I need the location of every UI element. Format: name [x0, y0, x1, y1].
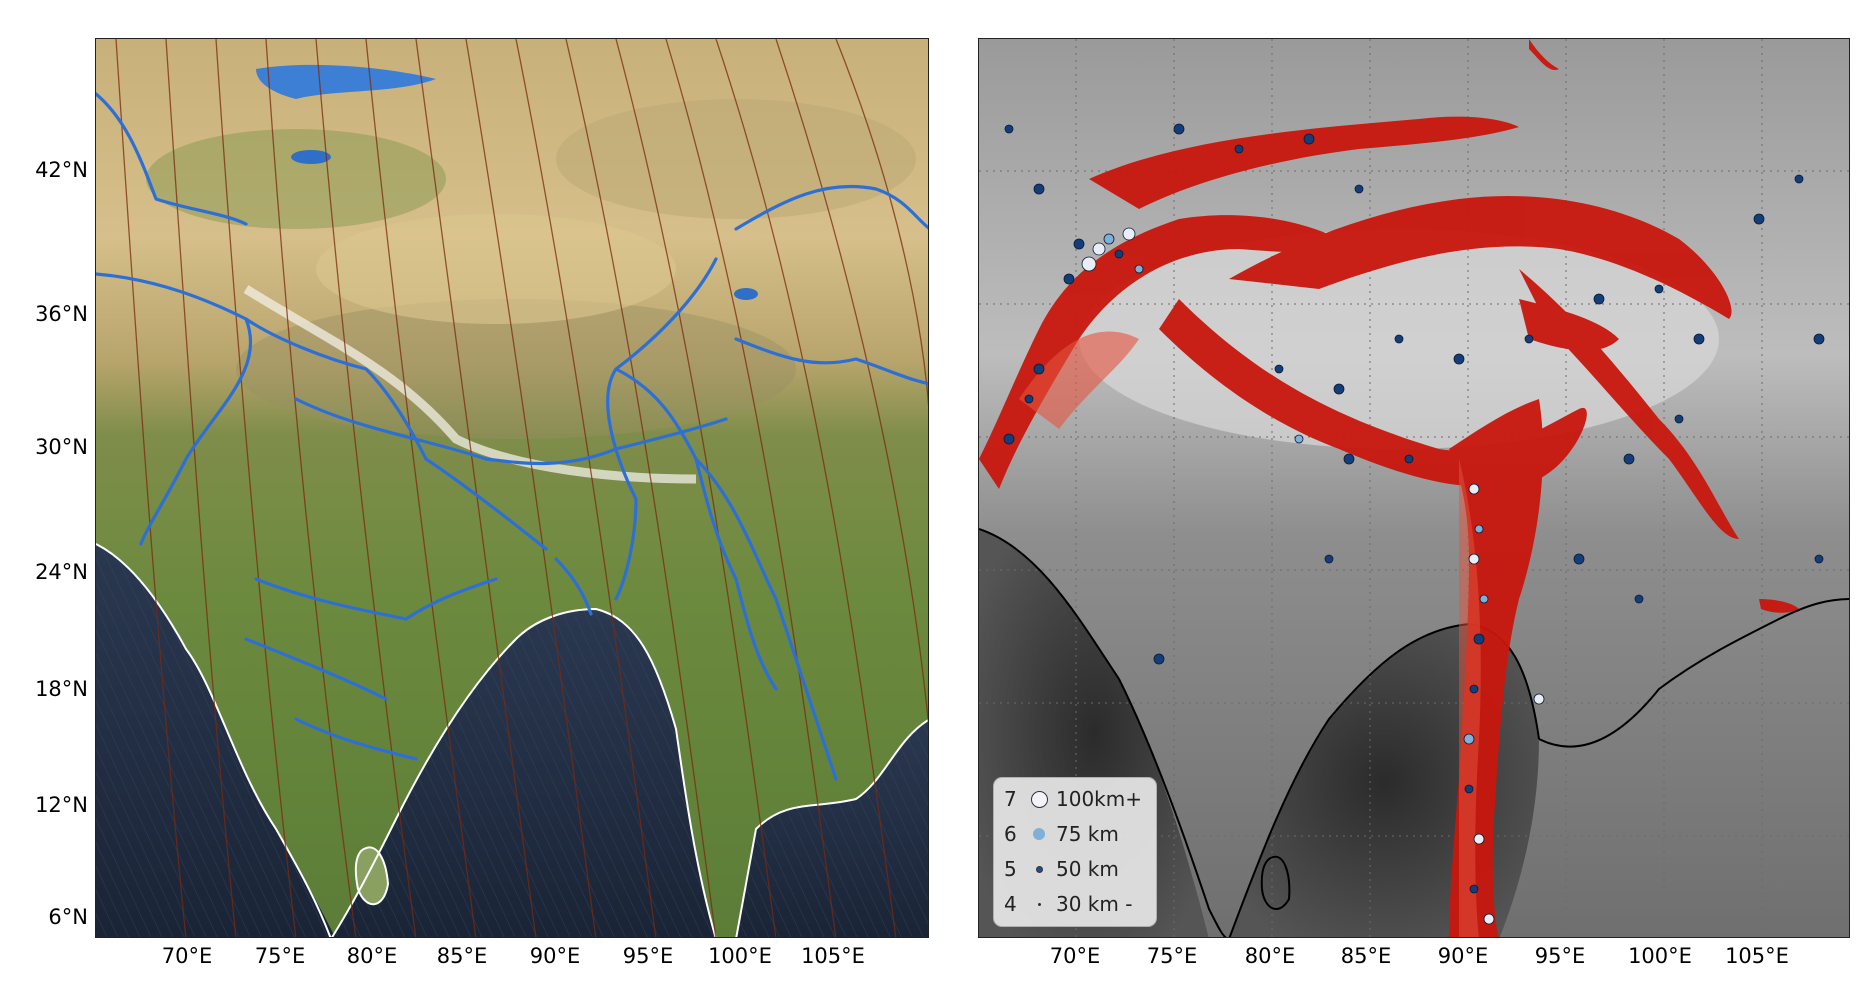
y-tick-label: 6°N [8, 905, 88, 929]
y-tick-label: 30°N [8, 435, 88, 459]
earthquake-marker [1295, 435, 1303, 443]
earthquake-marker [1123, 228, 1135, 240]
legend-magnitude: 4 [1004, 892, 1026, 916]
legend-marker-icon [1036, 866, 1043, 873]
earthquake-marker [1594, 294, 1604, 304]
x-tick-label: 105°E [1725, 944, 1789, 968]
earthquake-marker [1064, 274, 1074, 284]
y-tick-label: 36°N [8, 302, 88, 326]
earthquake-marker [1405, 455, 1413, 463]
earthquake-marker [1005, 125, 1013, 133]
earthquake-marker [1454, 354, 1464, 364]
earthquake-marker [1469, 554, 1479, 564]
earthquake-marker [1655, 285, 1663, 293]
earthquake-marker [1344, 454, 1354, 464]
y-tick-label: 24°N [8, 560, 88, 584]
earthquake-marker [1474, 634, 1484, 644]
earthquake-marker [1135, 265, 1143, 273]
legend-row: 7 100km+ [1004, 784, 1142, 814]
legend-depth-label: 100km+ [1056, 787, 1142, 811]
x-tick-label: 105°E [801, 944, 865, 968]
earthquake-marker [1470, 885, 1478, 893]
legend-depth-label: 75 km [1056, 822, 1119, 846]
legend-depth-label: 50 km [1056, 857, 1119, 881]
earthquake-marker [1814, 334, 1824, 344]
x-tick-label: 75°E [1147, 944, 1198, 968]
x-tick-label: 90°E [1438, 944, 1489, 968]
x-tick-label: 100°E [1628, 944, 1692, 968]
earthquake-marker [1174, 124, 1184, 134]
satellite-map [96, 39, 929, 938]
legend-marker-icon [1031, 791, 1048, 808]
x-tick-label: 85°E [1341, 944, 1392, 968]
earthquake-marker [1235, 145, 1243, 153]
earthquake-marker [1795, 175, 1803, 183]
earthquake-marker [1154, 654, 1164, 664]
earthquake-marker [1624, 454, 1634, 464]
left-map-panel [95, 38, 929, 938]
x-tick-label: 90°E [530, 944, 581, 968]
x-tick-label: 70°E [162, 944, 213, 968]
x-tick-label: 80°E [347, 944, 398, 968]
earthquake-marker [1525, 335, 1533, 343]
earthquake-marker [1304, 134, 1314, 144]
earthquake-marker [1465, 785, 1473, 793]
legend-marker-icon [1033, 828, 1045, 840]
legend-magnitude: 5 [1004, 857, 1026, 881]
legend-row: 6 75 km [1004, 819, 1119, 849]
earthquake-marker [1675, 415, 1683, 423]
lake-issyk-kul [291, 150, 331, 164]
earthquake-marker [1325, 555, 1333, 563]
earthquake-marker [1082, 257, 1096, 271]
x-tick-label: 100°E [708, 944, 772, 968]
earthquake-marker [1104, 234, 1114, 244]
earthquake-marker [1034, 184, 1044, 194]
legend-marker-icon [1038, 903, 1041, 906]
x-tick-label: 80°E [1245, 944, 1296, 968]
earthquake-marker [1025, 395, 1033, 403]
lake-qinghai [734, 288, 758, 300]
earthquake-marker [1574, 554, 1584, 564]
earthquake-marker [1474, 834, 1484, 844]
legend-depth-label: 30 km - [1056, 892, 1132, 916]
earthquake-marker [1534, 694, 1544, 704]
x-tick-label: 70°E [1050, 944, 1101, 968]
earthquake-marker [1093, 243, 1105, 255]
earthquake-marker [1754, 214, 1764, 224]
right-map-panel: 7 100km+ 6 75 km 5 50 km 4 30 km - [978, 38, 1850, 938]
x-tick-label: 75°E [255, 944, 306, 968]
earthquake-marker [1004, 434, 1014, 444]
earthquake-marker [1815, 555, 1823, 563]
earthquake-marker [1480, 595, 1488, 603]
legend-magnitude: 6 [1004, 822, 1026, 846]
earthquake-marker [1395, 335, 1403, 343]
earthquake-marker [1334, 384, 1344, 394]
y-tick-label: 18°N [8, 677, 88, 701]
earthquake-marker [1469, 484, 1479, 494]
x-tick-label: 85°E [437, 944, 488, 968]
legend-magnitude: 7 [1004, 787, 1026, 811]
depth-legend: 7 100km+ 6 75 km 5 50 km 4 30 km - [993, 777, 1157, 927]
y-tick-label: 12°N [8, 793, 88, 817]
earthquake-marker [1275, 365, 1283, 373]
earthquake-marker [1115, 250, 1123, 258]
earthquake-marker [1074, 239, 1084, 249]
y-tick-label: 42°N [8, 158, 88, 182]
earthquake-marker [1355, 185, 1363, 193]
x-tick-label: 95°E [623, 944, 674, 968]
legend-row: 4 30 km - [1004, 889, 1132, 919]
earthquake-marker [1464, 734, 1474, 744]
earthquake-marker [1635, 595, 1643, 603]
earthquake-marker [1694, 334, 1704, 344]
earthquake-marker [1034, 364, 1044, 374]
x-tick-label: 95°E [1535, 944, 1586, 968]
earthquake-marker [1484, 914, 1494, 924]
earthquake-marker [1470, 685, 1478, 693]
legend-row: 5 50 km [1004, 854, 1119, 884]
earthquake-marker [1475, 525, 1483, 533]
